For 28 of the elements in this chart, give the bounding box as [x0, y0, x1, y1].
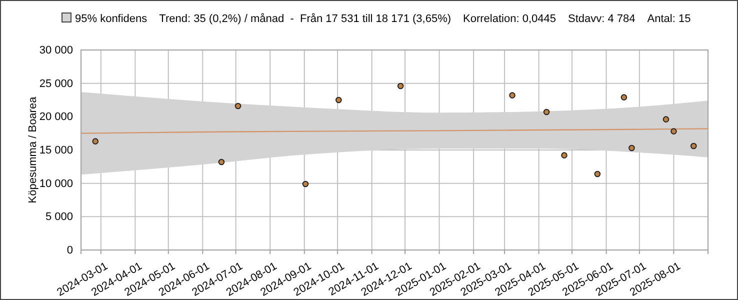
- y-tick-label: 10 000: [39, 178, 73, 190]
- y-tick-label: 15 000: [39, 144, 73, 157]
- point: [690, 142, 697, 150]
- text: Korrelation: 0,0445: [463, 13, 556, 25]
- point: [662, 116, 670, 122]
- point: [92, 138, 99, 144]
- point: [397, 82, 404, 90]
- point: [594, 170, 601, 178]
- point: [620, 94, 628, 100]
- point: [234, 102, 242, 110]
- text: Antal: 15: [647, 13, 691, 25]
- point: [336, 96, 342, 104]
- text: Stdavv: 4 784: [568, 13, 636, 25]
- point: [509, 92, 516, 98]
- y-tick-label: 5 000: [45, 211, 73, 224]
- text: Trend: 35 (0,2%) / månad - Från 17 531 till 18 171 (3,65%): [159, 13, 452, 25]
- y-tick-label: 0: [66, 244, 73, 257]
- point: [670, 128, 677, 134]
- y-tick-label: 20 000: [39, 111, 73, 124]
- point: [218, 158, 225, 166]
- legend-title: 95% konfidens: [75, 13, 148, 25]
- point: [561, 152, 568, 158]
- y-tick-label: 30 000: [39, 44, 73, 57]
- y-axis-title: Köpesumma / Boarea: [27, 96, 39, 204]
- point: [302, 180, 309, 188]
- point: [543, 108, 550, 116]
- point: [628, 144, 635, 152]
- y-tick-label: 25 000: [39, 78, 73, 90]
